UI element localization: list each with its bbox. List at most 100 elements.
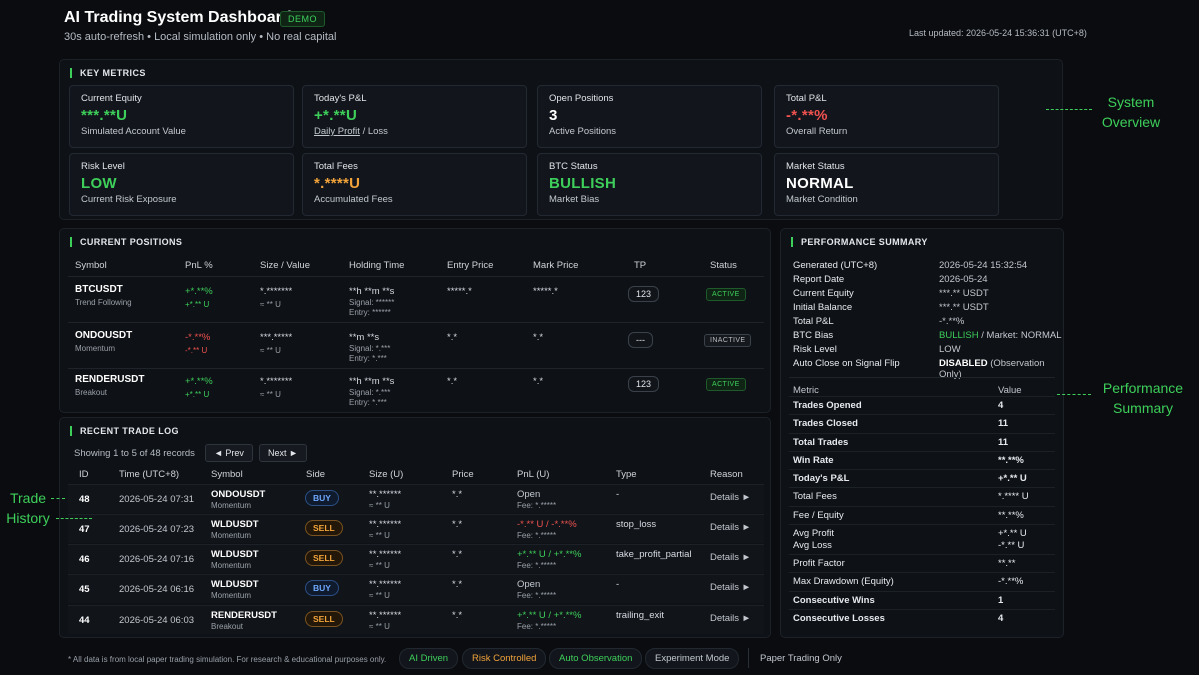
trade-pnl: +*.** U / +*.**% (517, 610, 582, 621)
trade-details-link[interactable]: Details ► (710, 613, 752, 624)
trade-symbol: WLDUSDT (211, 519, 259, 530)
position-signal-entry: Signal: ****** Entry: ****** (349, 298, 394, 318)
metric-row (789, 451, 1055, 469)
trade-log-row[interactable] (68, 605, 764, 634)
position-status-badge: ACTIVE (706, 288, 746, 301)
position-symbol: BTCUSDT (75, 284, 123, 295)
trade-log-panel: RECENT TRADE LOG Showing 1 to 5 of 48 re… (59, 417, 771, 638)
position-status-badge: INACTIVE (704, 334, 752, 347)
positions-column-header: Size / Value (260, 260, 310, 271)
trade-fee: Fee: *.***** (517, 531, 557, 540)
position-pnl-units: -*.** U (185, 346, 208, 355)
footer-chip: Experiment Mode (645, 648, 740, 669)
footer-disclaimer: * All data is from local paper trading s… (68, 655, 387, 664)
position-holding-time: **h **m **s (349, 286, 395, 297)
trade-time: 2026-05-24 07:16 (119, 554, 195, 565)
last-updated-timestamp: Last updated: 2026-05-24 15:36:31 (UTC+8… (909, 28, 1087, 38)
positions-column-header: Status (710, 260, 737, 271)
metric-value: 1 (998, 595, 1004, 606)
trade-type: stop_loss (616, 519, 657, 530)
position-symbol-cell[interactable]: ONDOUSDT Momentum (75, 330, 132, 354)
position-entry-price: *.* (447, 332, 458, 343)
metric-name: Total Trades (793, 437, 849, 448)
position-symbol: RENDERUSDT (75, 374, 145, 385)
trade-details-link[interactable]: Details ► (710, 552, 752, 563)
metric-value: -*.**% (998, 576, 1024, 587)
trade-fee: Fee: *.***** (517, 591, 557, 600)
metric-value: LOW (81, 175, 117, 192)
trade-log-row[interactable] (68, 574, 764, 603)
prev-page-button[interactable]: ◄ Prev (205, 444, 253, 462)
positions-column-header: Symbol (75, 260, 107, 271)
next-page-button[interactable]: Next ► (259, 444, 307, 462)
position-entry-sub: Entry: ****** (349, 308, 391, 317)
metric-value: **.**% (998, 510, 1024, 521)
position-value: ≈ ** U (260, 300, 281, 309)
metric-card: Total Fees *.****U Accumulated Fees (302, 153, 527, 216)
trade-size-units: ≈ ** U (369, 622, 390, 631)
trade-history-pointer-b (56, 518, 92, 519)
trade-strategy: Breakout (211, 622, 244, 631)
trade-side-badge: SELL (305, 520, 343, 536)
trade-side-badge: BUY (305, 490, 339, 506)
performance-summary-panel: PERFORMANCE SUMMARY Generated (UTC+8) 202… (780, 228, 1064, 638)
trade-details-link[interactable]: Details ► (710, 582, 752, 593)
metric-row (789, 433, 1055, 451)
trade-size-units: ≈ ** U (369, 531, 390, 540)
trade-symbol-cell: WLDUSDT Momentum (211, 579, 259, 601)
position-status-badge: ACTIVE (706, 378, 746, 391)
position-signal: Signal: ****** (349, 298, 395, 307)
trade-log-column-header: Side (306, 469, 326, 480)
metric-card: Current Equity ***.**U Simulated Account V… (69, 85, 294, 148)
position-tp-pill[interactable]: 123 (628, 286, 660, 302)
metric-row (789, 414, 1055, 432)
trade-pnl-cell: +*.** U / +*.**% Fee: *.***** (517, 610, 581, 632)
metric-value: **.**% (998, 455, 1024, 466)
trade-log-row[interactable] (68, 544, 764, 573)
positions-row-divider (68, 322, 764, 323)
summary-value: ***.** USDT (939, 302, 989, 313)
demo-badge: DEMO (280, 11, 325, 27)
summary-key: Risk Level (793, 344, 837, 355)
summary-key: Current Equity (793, 288, 854, 299)
position-pnl-units: +*.** U (185, 390, 210, 399)
metric-subtext: Overall Return (786, 126, 848, 137)
trade-details-link[interactable]: Details ► (710, 522, 752, 533)
trade-size-cell: **.****** ≈ ** U (369, 519, 401, 541)
metric-card: Market Status NORMAL Market Condition (774, 153, 999, 216)
metric-name: Profit Factor (793, 558, 845, 569)
trade-symbol-cell: RENDERUSDT Breakout (211, 610, 277, 632)
position-symbol: ONDOUSDT (75, 330, 133, 341)
trade-log-row[interactable] (68, 514, 764, 543)
metric-row (789, 591, 1055, 609)
position-tp-pill[interactable]: --- (628, 332, 653, 348)
trade-details-link[interactable]: Details ► (710, 492, 752, 503)
trade-size-cell: **.****** ≈ ** U (369, 549, 401, 571)
position-pnl-percent: -*.**% (185, 332, 211, 343)
summary-value: 2026-05-24 15:32:54 (939, 260, 1028, 271)
position-tp-pill[interactable]: 123 (628, 376, 660, 392)
trade-pnl: -*.** U / -*.**% (517, 519, 577, 530)
trade-log-row[interactable] (68, 484, 764, 513)
summary-value-rest: (Observation Only) (939, 358, 1045, 380)
summary-value: LOW (939, 344, 961, 355)
metric-name: Today's P&L (793, 473, 850, 484)
position-symbol-cell[interactable]: BTCUSDT Trend Following (75, 284, 132, 308)
position-entry-price: *****.* (447, 286, 472, 297)
footer-chip: Risk Controlled (462, 648, 547, 669)
trade-log-column-header: Price (452, 469, 474, 480)
trade-log-column-header: ID (79, 469, 89, 480)
trade-history-annotation: Trade History (6, 490, 50, 526)
trade-id: 47 (79, 524, 90, 535)
trade-time: 2026-05-24 07:31 (119, 494, 195, 505)
metric-subtext-rest: / Loss (359, 126, 388, 137)
trade-pnl-cell: -*.** U / -*.**% Fee: *.***** (517, 519, 577, 541)
trade-log-column-header: Reason (710, 469, 743, 480)
metric-name: Avg Loss (793, 540, 832, 551)
trade-type: - (616, 489, 620, 500)
trade-size-units: ≈ ** U (369, 591, 390, 600)
trade-size: **.****** (369, 610, 402, 621)
summary-value-highlight: BULLISH (939, 330, 979, 341)
position-symbol-cell[interactable]: RENDERUSDT Breakout (75, 374, 144, 398)
summary-key: BTC Bias (793, 330, 834, 341)
